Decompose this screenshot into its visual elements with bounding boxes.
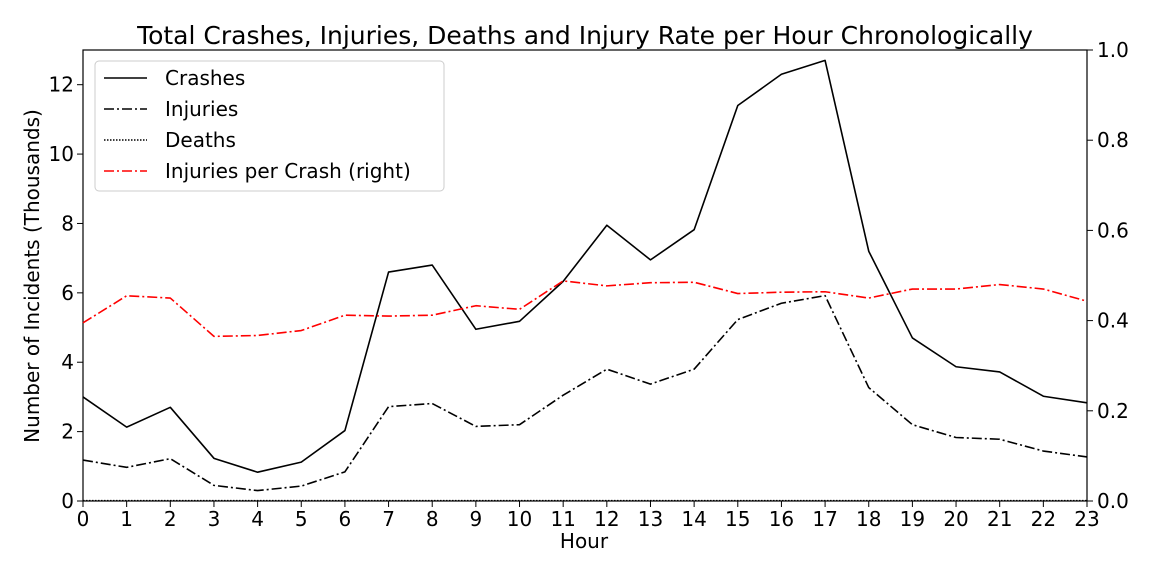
x-tick-label: 19 — [900, 507, 925, 531]
y-tick-label: 4 — [61, 350, 74, 374]
x-tick-label: 3 — [208, 507, 221, 531]
legend-label: Deaths — [165, 128, 236, 152]
y2-tick-label: 0.6 — [1097, 218, 1129, 242]
chart-title: Total Crashes, Injuries, Deaths and Inju… — [136, 21, 1033, 50]
y-tick-label: 0 — [61, 489, 74, 513]
y-tick-label: 2 — [61, 420, 74, 444]
x-tick-label: 7 — [382, 507, 395, 531]
x-tick-label: 17 — [812, 507, 837, 531]
x-tick-label: 6 — [339, 507, 352, 531]
plot-area: 0 1 2 3 4 5 6 7 8 9 10 11 12 13 14 15 16 17 18 19 20 21 22 2302… — [49, 38, 1129, 531]
legend-label: Injuries per Crash (right) — [165, 159, 411, 183]
x-tick-label: 10 — [507, 507, 532, 531]
x-tick-label: 12 — [594, 507, 619, 531]
x-tick-label: 21 — [987, 507, 1012, 531]
x-tick-label: 20 — [943, 507, 968, 531]
x-tick-label: 18 — [856, 507, 881, 531]
x-tick-label: 15 — [725, 507, 750, 531]
x-tick-label: 5 — [295, 507, 308, 531]
y-tick-label: 8 — [61, 211, 74, 235]
y2-tick-label: 0.2 — [1097, 399, 1129, 423]
x-tick-label: 9 — [470, 507, 483, 531]
x-tick-label: 14 — [681, 507, 706, 531]
x-tick-label: 16 — [769, 507, 794, 531]
y2-tick-label: 0.8 — [1097, 128, 1129, 152]
y-tick-label: 12 — [49, 73, 74, 97]
series-line-injuries — [82, 294, 1088, 492]
y2-tick-label: 0.4 — [1097, 309, 1129, 333]
x-tick-label: 2 — [164, 507, 177, 531]
y-tick-label: 10 — [49, 142, 74, 166]
y-tick-label: 6 — [61, 281, 74, 305]
y-axis-label: Number of Incidents (Thousands) — [20, 109, 44, 443]
x-tick-label: 22 — [1031, 507, 1056, 531]
legend-label: Crashes — [165, 66, 245, 90]
x-tick-label: 4 — [251, 507, 264, 531]
series-line-injuries-per-crash-right — [82, 280, 1088, 338]
x-tick-label: 13 — [638, 507, 663, 531]
x-tick-label: 23 — [1074, 507, 1099, 531]
x-tick-label: 11 — [550, 507, 575, 531]
y2-tick-label: 0.0 — [1097, 489, 1129, 513]
x-tick-label: 0 — [77, 507, 90, 531]
x-tick-label: 1 — [120, 507, 133, 531]
series-line-crashes — [82, 59, 1088, 474]
y2-tick-label: 1.0 — [1097, 38, 1129, 62]
x-axis-label: Hour — [560, 529, 609, 553]
legend-label: Injuries — [165, 97, 238, 121]
legend-box — [94, 60, 445, 192]
x-tick-label: 8 — [426, 507, 439, 531]
